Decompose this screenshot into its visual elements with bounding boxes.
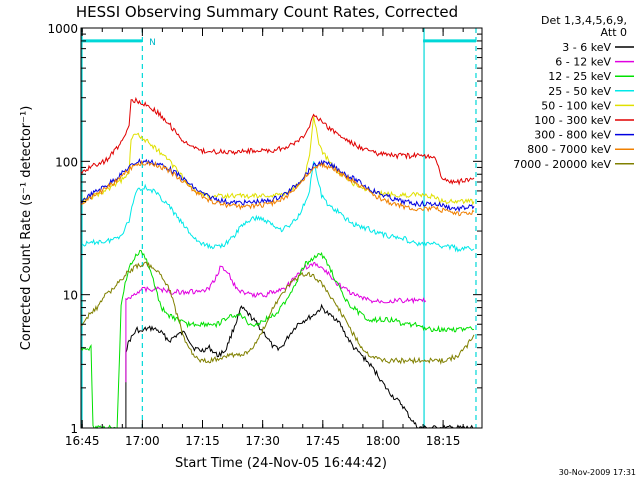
legend-label-0: 3 - 6 keV	[562, 41, 611, 54]
legend-label-1: 6 - 12 keV	[555, 56, 611, 69]
x-tick-label-5: 18:00	[366, 434, 401, 448]
legend-label-6: 300 - 800 keV	[534, 129, 611, 142]
y-axis-label: Corrected Count Rate (s⁻¹ detector⁻¹)	[19, 106, 34, 351]
y-tick-label-3: 1000	[47, 22, 78, 36]
y-tick-label-2: 100	[55, 155, 78, 169]
series-line-8	[80, 261, 475, 366]
series-line-6	[80, 158, 475, 213]
y-tick-label-1: 10	[63, 289, 78, 303]
x-tick-label-6: 18:15	[426, 434, 461, 448]
series-line-7	[80, 159, 475, 217]
x-tick-label-4: 17:45	[306, 434, 341, 448]
y-tick-label-0: 1	[70, 422, 78, 436]
series-line-2	[80, 249, 475, 430]
legend-label-4: 50 - 100 keV	[541, 99, 611, 112]
series-layer	[80, 96, 475, 430]
legend-header-1: Att 0	[601, 26, 627, 39]
annotation-0: N	[149, 38, 156, 48]
x-tick-label-2: 17:15	[185, 434, 220, 448]
legend-header-0: Det 1,3,4,5,6,9,	[541, 14, 627, 27]
legend-label-2: 12 - 25 keV	[548, 70, 611, 83]
time-markers: N	[81, 28, 477, 428]
series-line-1	[125, 261, 427, 383]
x-axis: 16:45 17:00 17:15 17:30 17:45 18:00 18:15	[65, 28, 464, 448]
series-line-3	[80, 161, 475, 253]
legend-label-7: 800 - 7000 keV	[527, 143, 611, 156]
x-tick-label-1: 17:00	[125, 434, 160, 448]
x-tick-label-3: 17:30	[245, 434, 280, 448]
series-line-0	[125, 303, 474, 429]
chart-title: HESSI Observing Summary Count Rates, Cor…	[76, 3, 458, 21]
series-line-4	[80, 116, 475, 206]
y-axis: 1 10 100 1000	[47, 22, 482, 436]
legend: Det 1,3,4,5,6,9,Att 0 3 - 6 keV 6 - 12 keV…	[513, 14, 634, 171]
footer-timestamp: 30-Nov-2009 17:31	[559, 468, 636, 477]
x-axis-label: Start Time (24-Nov-05 16:44:42)	[175, 456, 387, 471]
x-tick-label-0: 16:45	[65, 434, 100, 448]
legend-label-8: 7000 - 20000 keV	[513, 158, 611, 171]
legend-label-3: 25 - 50 keV	[548, 85, 611, 98]
legend-label-5: 100 - 300 keV	[534, 114, 611, 127]
plot-frame	[80, 27, 483, 429]
series-line-5	[80, 96, 475, 186]
